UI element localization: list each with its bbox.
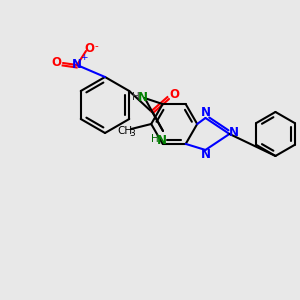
Text: 3: 3 <box>129 130 135 139</box>
Text: N: N <box>200 106 211 119</box>
Text: CH: CH <box>118 126 133 136</box>
Text: N: N <box>229 127 238 140</box>
Text: +: + <box>80 53 88 62</box>
Text: N: N <box>157 134 167 146</box>
Text: H: H <box>132 92 140 102</box>
Text: H: H <box>151 134 159 144</box>
Text: -: - <box>94 41 98 51</box>
Text: O: O <box>84 41 94 55</box>
Text: N: N <box>138 91 148 103</box>
Text: N: N <box>72 58 82 71</box>
Text: N: N <box>200 148 211 161</box>
Text: O: O <box>51 56 61 70</box>
Text: O: O <box>169 88 179 101</box>
